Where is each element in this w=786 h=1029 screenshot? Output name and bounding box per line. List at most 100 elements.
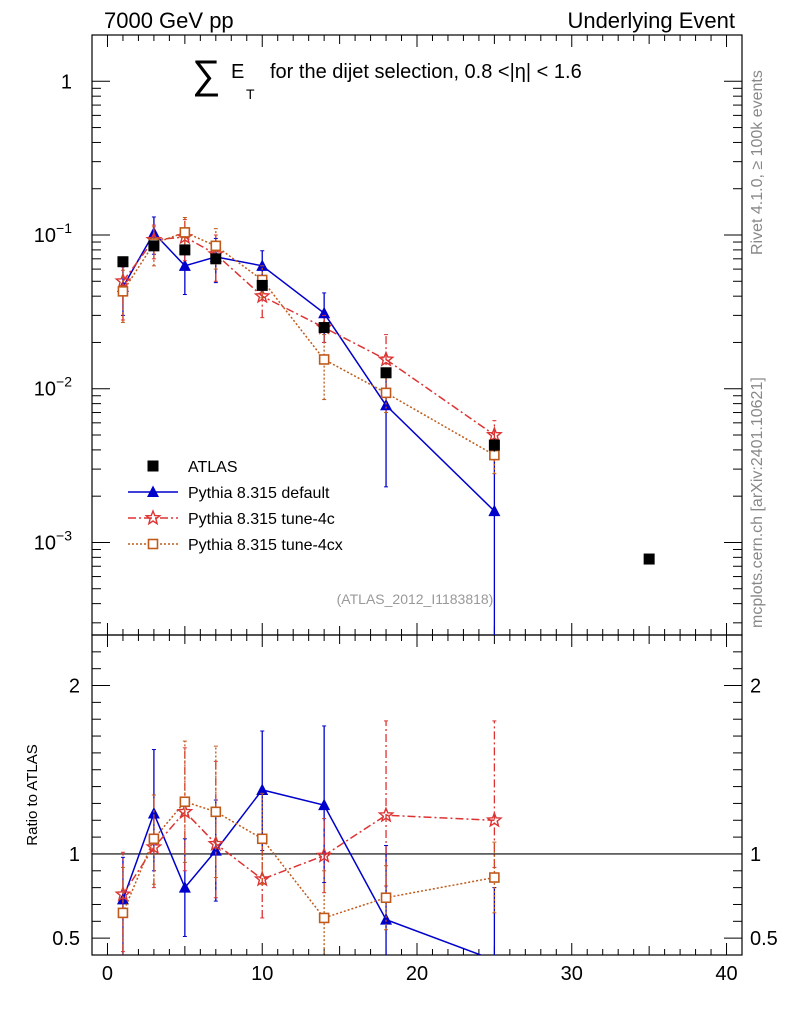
data-point <box>253 870 271 887</box>
x-tick-label: 20 <box>406 963 428 985</box>
series-line <box>122 231 495 512</box>
ratio-panel-frame <box>91 634 743 956</box>
legend-item: Pythia 8.315 default <box>128 485 330 502</box>
rivet-version-label: Rivet 4.1.0, ≥ 100k events <box>749 70 766 255</box>
series-pythia-8-315-tune-4c-ratio <box>114 720 503 953</box>
ratio-tick-label-left: 0.5 <box>52 928 80 950</box>
y-tick-label: 1 <box>61 71 72 93</box>
data-point <box>210 253 222 265</box>
header-right: Underlying Event <box>567 8 735 33</box>
data-point <box>318 306 331 319</box>
data-point <box>176 802 194 820</box>
main-series-layer <box>114 216 655 635</box>
ratio-axes: 2 2 1 1 0.5 0.5 <box>52 651 778 950</box>
series-pythia-8-315-default-main <box>116 216 501 635</box>
data-point <box>315 846 333 863</box>
legend-marker <box>147 538 159 550</box>
data-point <box>318 322 330 334</box>
data-point <box>253 287 271 304</box>
data-point <box>179 227 191 238</box>
data-point <box>256 833 268 845</box>
legend-marker <box>147 485 159 497</box>
data-point <box>209 844 222 856</box>
data-point <box>485 811 503 828</box>
x-tick-label: 30 <box>561 963 583 985</box>
data-point <box>380 913 393 925</box>
series-line <box>122 789 483 955</box>
ratio-series-layer <box>114 720 503 955</box>
data-point <box>145 838 163 855</box>
data-point <box>210 240 222 252</box>
data-point <box>318 912 330 924</box>
series-line <box>122 810 495 895</box>
data-point <box>117 286 129 297</box>
title-e: E <box>231 61 244 83</box>
y-tick-label: 10−1 <box>34 220 72 247</box>
data-point <box>489 872 500 883</box>
data-point <box>179 244 191 256</box>
data-point <box>178 259 191 271</box>
series-pythia-8-315-default-ratio <box>116 725 497 955</box>
series-line <box>122 800 495 919</box>
data-point <box>178 881 191 893</box>
legend-item: Pythia 8.315 tune-4c <box>128 509 335 528</box>
data-point <box>117 907 129 919</box>
legend-marker <box>147 460 159 472</box>
ratio-tick-label-right: 1 <box>750 844 761 866</box>
data-point <box>318 354 330 365</box>
y-tick-label: 10−2 <box>34 374 72 401</box>
series-line <box>122 236 495 436</box>
title-e-subscript: T <box>246 86 255 102</box>
data-point <box>493 953 496 955</box>
x-tick-label: 40 <box>715 963 737 985</box>
analysis-id-label: (ATLAS_2012_I1183818) <box>337 591 494 607</box>
data-point <box>380 892 392 904</box>
legend-item: Pythia 8.315 tune-4cx <box>128 537 343 554</box>
data-point <box>380 367 392 379</box>
data-point <box>377 350 395 367</box>
legend-marker <box>144 509 162 526</box>
legend-label: ATLAS <box>188 459 238 476</box>
data-point <box>256 279 268 291</box>
ratio-tick-label-right: 2 <box>750 676 761 698</box>
y-tick-label: 10−3 <box>34 527 72 554</box>
data-point <box>488 504 501 517</box>
data-point <box>643 553 655 565</box>
data-point <box>147 807 160 819</box>
data-point <box>380 398 393 411</box>
title-sum-symbol: ∑ <box>192 53 221 97</box>
legend: ATLAS Pythia 8.315 default Pythia 8.315 tu… <box>128 459 343 554</box>
data-point <box>117 256 129 268</box>
data-point <box>485 426 503 443</box>
legend-label: Pythia 8.315 tune-4c <box>188 511 335 528</box>
ratio-y-axis-label: Ratio to ATLAS <box>24 744 41 845</box>
legend-item: ATLAS <box>147 459 238 476</box>
ratio-tick-label-left: 2 <box>69 676 80 698</box>
data-point <box>377 806 395 823</box>
data-point <box>256 783 269 795</box>
series-atlas-main <box>117 240 655 565</box>
x-axis: 0 10 20 30 40 <box>102 35 743 985</box>
x-tick-label: 0 <box>102 963 113 985</box>
x-tick-label: 10 <box>251 963 273 985</box>
mcplots-source-label: mcplots.cern.ch [arXiv:2401.10621] <box>749 377 766 628</box>
ratio-tick-label-left: 1 <box>69 844 80 866</box>
main-axes: 1 10−1 10−2 10−3 <box>34 34 742 624</box>
data-point <box>488 439 500 451</box>
data-point <box>318 798 331 811</box>
data-point <box>489 449 500 461</box>
data-point <box>114 272 132 289</box>
data-point <box>210 806 222 818</box>
data-point <box>207 834 225 852</box>
chart-title: ∑ E T for the dijet selection, 0.8 <|η| … <box>192 53 582 102</box>
title-text: for the dijet selection, 0.8 <|η| < 1.6 <box>270 61 582 83</box>
series-pythia-8-315-tune-4cx-ratio <box>117 740 500 955</box>
data-point <box>148 833 160 845</box>
ratio-tick-label-right: 0.5 <box>750 928 778 950</box>
data-point <box>179 796 191 808</box>
data-point <box>380 387 392 399</box>
series-line <box>122 231 495 456</box>
legend-label: Pythia 8.315 default <box>188 485 330 502</box>
